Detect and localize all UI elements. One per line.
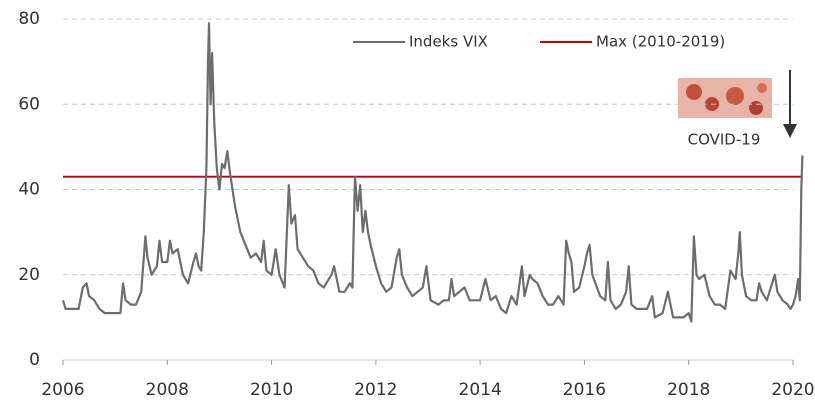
- arrow: [783, 70, 797, 138]
- x-tick-label: 2008: [146, 380, 189, 400]
- x-tick-label: 2014: [459, 380, 502, 400]
- y-tick-label: 40: [18, 180, 40, 200]
- y-tick-label: 80: [18, 9, 40, 29]
- annotation: COVID-19: [688, 131, 761, 149]
- legend-label: Max (2010-2019): [596, 33, 725, 51]
- x-tick-label: 2016: [563, 380, 606, 400]
- y-tick-label: 60: [18, 94, 40, 114]
- legend-label: Indeks VIX: [409, 33, 488, 51]
- x-tick-label: 2012: [354, 380, 397, 400]
- x-tick-label: 2010: [250, 380, 293, 400]
- y-tick-label: 0: [29, 350, 40, 370]
- x-tick-label: 2020: [771, 380, 814, 400]
- x-tick-label: 2018: [667, 380, 710, 400]
- y-tick-label: 20: [18, 265, 40, 285]
- series-line: [61, 22, 804, 323]
- x-tick-label: 2006: [41, 380, 84, 400]
- covid-image: [678, 78, 772, 118]
